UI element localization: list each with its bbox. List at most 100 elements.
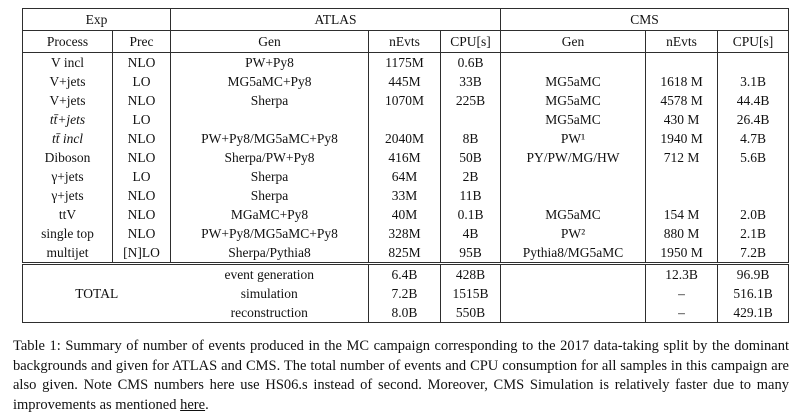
cms-cpu-cell: 44.4B bbox=[736, 93, 770, 108]
cms-nevts-cell bbox=[645, 186, 719, 205]
cms-cpu-cell: 429.1B bbox=[733, 305, 773, 320]
atlas-cpu-cell: 50B bbox=[440, 148, 502, 167]
cms-cpu-cell bbox=[718, 167, 789, 186]
atlas-nevts-cell: 8.0B bbox=[368, 303, 441, 323]
atlas-gen-cell: Sherpa bbox=[170, 91, 369, 110]
atlas-cpu-cell: 33B bbox=[440, 72, 502, 91]
cms-cpu-cell: 7.2B bbox=[740, 245, 766, 260]
group-header-cms: CMS bbox=[500, 8, 789, 31]
cms-nevts-cell: – bbox=[645, 284, 719, 303]
cms-nevts-cell: 154 M bbox=[645, 205, 719, 224]
table-row: tt̄ incl NLO PW+Py8/MG5aMC+Py8 2040M 8B … bbox=[22, 129, 789, 148]
col-header-cms-cpu: CPU[s] bbox=[717, 30, 789, 53]
cms-nevts-cell: 1618 M bbox=[645, 72, 719, 91]
table-row: ttV NLO MGaMC+Py8 40M 0.1B MG5aMC 154 M … bbox=[22, 205, 789, 224]
prec-cell: LO bbox=[112, 110, 171, 129]
atlas-nevts-cell bbox=[368, 110, 441, 129]
total-label: TOTAL bbox=[22, 262, 171, 323]
table-row: Diboson NLO Sherpa/PW+Py8 416M 50B PY/PW… bbox=[22, 148, 789, 167]
col-header-atlas-cpu: CPU[s] bbox=[440, 30, 502, 53]
cms-cpu-cell: 2.1B bbox=[740, 226, 766, 241]
cms-cpu-cell: 96.9B bbox=[717, 262, 789, 284]
process-cell: V incl bbox=[22, 52, 113, 72]
atlas-cpu-cell: 428B bbox=[440, 262, 502, 284]
process-cell: V+jets bbox=[22, 91, 113, 110]
atlas-gen-cell: Sherpa bbox=[170, 167, 369, 186]
atlas-cpu-cell bbox=[440, 110, 502, 129]
prec-cell: NLO bbox=[112, 224, 171, 243]
table-row: V+jets NLO Sherpa 1070M 225B MG5aMC 4578… bbox=[22, 91, 789, 110]
atlas-gen-cell: Sherpa/Pythia8 bbox=[170, 243, 369, 264]
atlas-nevts-cell: 825M bbox=[368, 243, 441, 264]
total-row: simulation 7.2B 1515B – 516.1B bbox=[23, 284, 789, 303]
table-row: single top NLO PW+Py8/MG5aMC+Py8 328M 4B… bbox=[22, 224, 789, 243]
atlas-cpu-cell: 1515B bbox=[440, 284, 502, 303]
atlas-nevts-cell: 1070M bbox=[368, 91, 441, 110]
cms-gen-cell bbox=[500, 284, 647, 303]
cms-gen-cell: Pythia8/MG5aMC bbox=[500, 243, 647, 264]
cms-cpu-cell bbox=[718, 53, 789, 73]
process-cell: γ+jets bbox=[22, 186, 113, 205]
atlas-gen-cell: PW+Py8 bbox=[170, 52, 369, 72]
atlas-cpu-cell: 95B bbox=[440, 243, 502, 264]
table-caption: Table 1: Summary of number of events pro… bbox=[13, 337, 789, 415]
atlas-nevts-cell: 6.4B bbox=[368, 262, 441, 284]
cms-cpu-cell: 2.0B bbox=[740, 207, 766, 222]
cms-nevts-cell: 712 M bbox=[645, 148, 719, 167]
cms-nevts-cell: 4578 M bbox=[645, 91, 719, 110]
atlas-gen-cell: MG5aMC+Py8 bbox=[170, 72, 369, 91]
cms-nevts-cell bbox=[645, 167, 719, 186]
group-header-atlas: ATLAS bbox=[170, 8, 502, 31]
atlas-gen-cell: Sherpa bbox=[170, 186, 369, 205]
table-row: tt̄+jets LO MG5aMC 430 M 26.4B bbox=[22, 110, 789, 129]
col-header-process: Process bbox=[22, 30, 113, 53]
atlas-gen-cell: MGaMC+Py8 bbox=[170, 205, 369, 224]
cms-gen-cell: MG5aMC bbox=[500, 91, 647, 110]
process-cell: Diboson bbox=[22, 148, 113, 167]
cms-gen-cell bbox=[500, 52, 647, 72]
cms-cpu-cell: 4.7B bbox=[740, 131, 766, 146]
prec-cell: NLO bbox=[112, 52, 171, 72]
atlas-nevts-cell: 40M bbox=[368, 205, 441, 224]
cms-cpu-cell bbox=[718, 186, 789, 205]
atlas-cpu-cell: 2B bbox=[440, 167, 502, 186]
process-cell: V+jets bbox=[22, 72, 113, 91]
cms-gen-cell bbox=[500, 303, 647, 323]
total-stage-cell: event generation bbox=[170, 262, 369, 284]
process-cell: multijet bbox=[22, 243, 113, 264]
atlas-cpu-cell: 225B bbox=[440, 91, 502, 110]
atlas-nevts-cell: 1175M bbox=[368, 52, 441, 72]
process-cell: tt̄+jets bbox=[22, 110, 113, 129]
col-header-prec: Prec bbox=[112, 30, 171, 53]
cms-nevts-cell bbox=[645, 52, 719, 72]
atlas-cpu-cell: 4B bbox=[440, 224, 502, 243]
prec-cell: NLO bbox=[112, 91, 171, 110]
cms-nevts-cell: 1940 M bbox=[645, 129, 719, 148]
atlas-gen-cell bbox=[170, 110, 369, 129]
atlas-nevts-cell: 7.2B bbox=[368, 284, 441, 303]
col-header-cms-nevts: nEvts bbox=[645, 30, 719, 53]
mc-production-table: Exp ATLAS CMS Process Prec Gen nEvts CPU… bbox=[22, 8, 790, 323]
here-link[interactable]: here bbox=[180, 396, 206, 413]
cms-gen-cell: MG5aMC bbox=[500, 205, 647, 224]
prec-cell: LO bbox=[112, 167, 171, 186]
col-header-atlas-nevts: nEvts bbox=[368, 30, 441, 53]
table-row: multijet [N]LO Sherpa/Pythia8 825M 95B P… bbox=[22, 243, 789, 264]
cms-nevts-cell: – bbox=[645, 303, 719, 323]
col-header-atlas-gen: Gen bbox=[170, 30, 369, 53]
atlas-nevts-cell: 33M bbox=[368, 186, 441, 205]
cms-gen-cell: PW¹ bbox=[500, 129, 647, 148]
cms-cpu-cell: 26.4B bbox=[736, 112, 770, 127]
prec-cell: [N]LO bbox=[112, 243, 171, 264]
atlas-nevts-cell: 2040M bbox=[368, 129, 441, 148]
process-cell: ttV bbox=[22, 205, 113, 224]
atlas-cpu-cell: 0.1B bbox=[440, 205, 502, 224]
atlas-nevts-cell: 445M bbox=[368, 72, 441, 91]
col-header-cms-gen: Gen bbox=[500, 30, 647, 53]
atlas-cpu-cell: 11B bbox=[440, 186, 502, 205]
total-row: reconstruction 8.0B 550B – 429.1B bbox=[23, 303, 789, 323]
cms-nevts-cell: 430 M bbox=[645, 110, 719, 129]
process-cell: tt̄ incl bbox=[22, 129, 113, 148]
cms-cpu-cell: 3.1B bbox=[740, 74, 766, 89]
prec-cell: NLO bbox=[112, 129, 171, 148]
